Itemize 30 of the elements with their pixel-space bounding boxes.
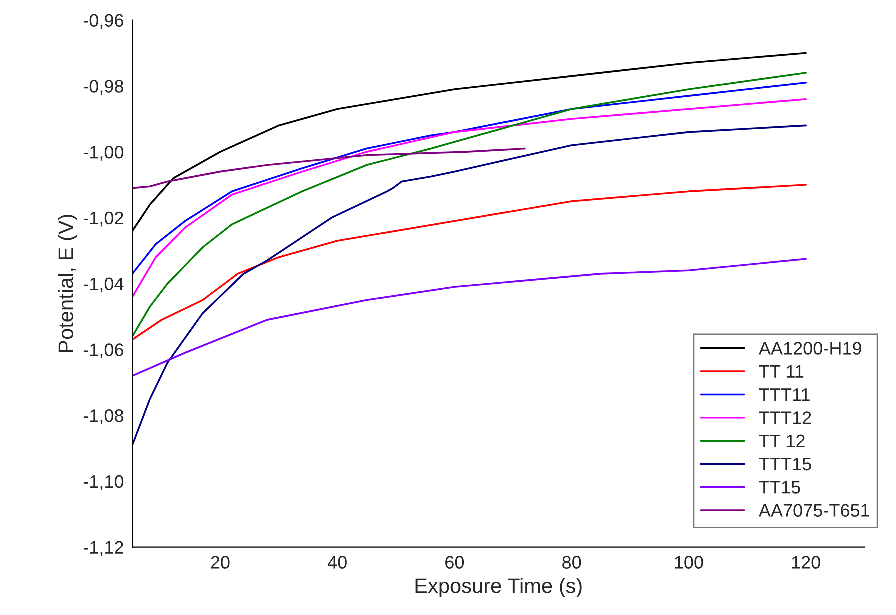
- y-tick-label: -1,12: [84, 541, 124, 556]
- y-tick-label: -0,98: [84, 80, 124, 96]
- y-tick-label: -1,02: [84, 212, 124, 227]
- y-axis-title: Potential, E (V): [58, 215, 78, 352]
- legend-label: TT 11: [759, 365, 804, 378]
- y-tick-label: -1,08: [84, 410, 124, 424]
- x-tick-label: 100: [675, 556, 704, 569]
- y-tick-label: -1,10: [84, 475, 124, 490]
- legend-label: TTT15: [759, 458, 812, 471]
- x-tick-label: 20: [211, 556, 230, 569]
- line-series: [132, 148, 526, 190]
- line-series: [132, 82, 807, 275]
- x-tick-label: 40: [328, 556, 347, 569]
- legend-label: TTT11: [759, 388, 810, 402]
- y-tick-label: -1,00: [84, 146, 124, 161]
- y-tick-label: -0,96: [84, 14, 124, 30]
- legend-label: TT 12: [759, 434, 805, 448]
- x-tick-label: 80: [562, 556, 582, 569]
- x-tick-label: 120: [792, 556, 820, 569]
- legend-label: AA1200-H19: [758, 342, 862, 355]
- x-tick-label: 60: [446, 556, 464, 569]
- line-series: [132, 72, 807, 338]
- y-tick-label: -1,04: [84, 278, 124, 293]
- line-series: [132, 184, 807, 341]
- line-series: [132, 98, 807, 298]
- legend-label: TT15: [759, 481, 800, 494]
- legend-label: AA7075-T651: [758, 504, 870, 517]
- x-axis-title: Exposure Time (s): [416, 578, 582, 598]
- y-tick-label: -1,06: [84, 344, 124, 359]
- legend-label: TTT12: [759, 412, 812, 424]
